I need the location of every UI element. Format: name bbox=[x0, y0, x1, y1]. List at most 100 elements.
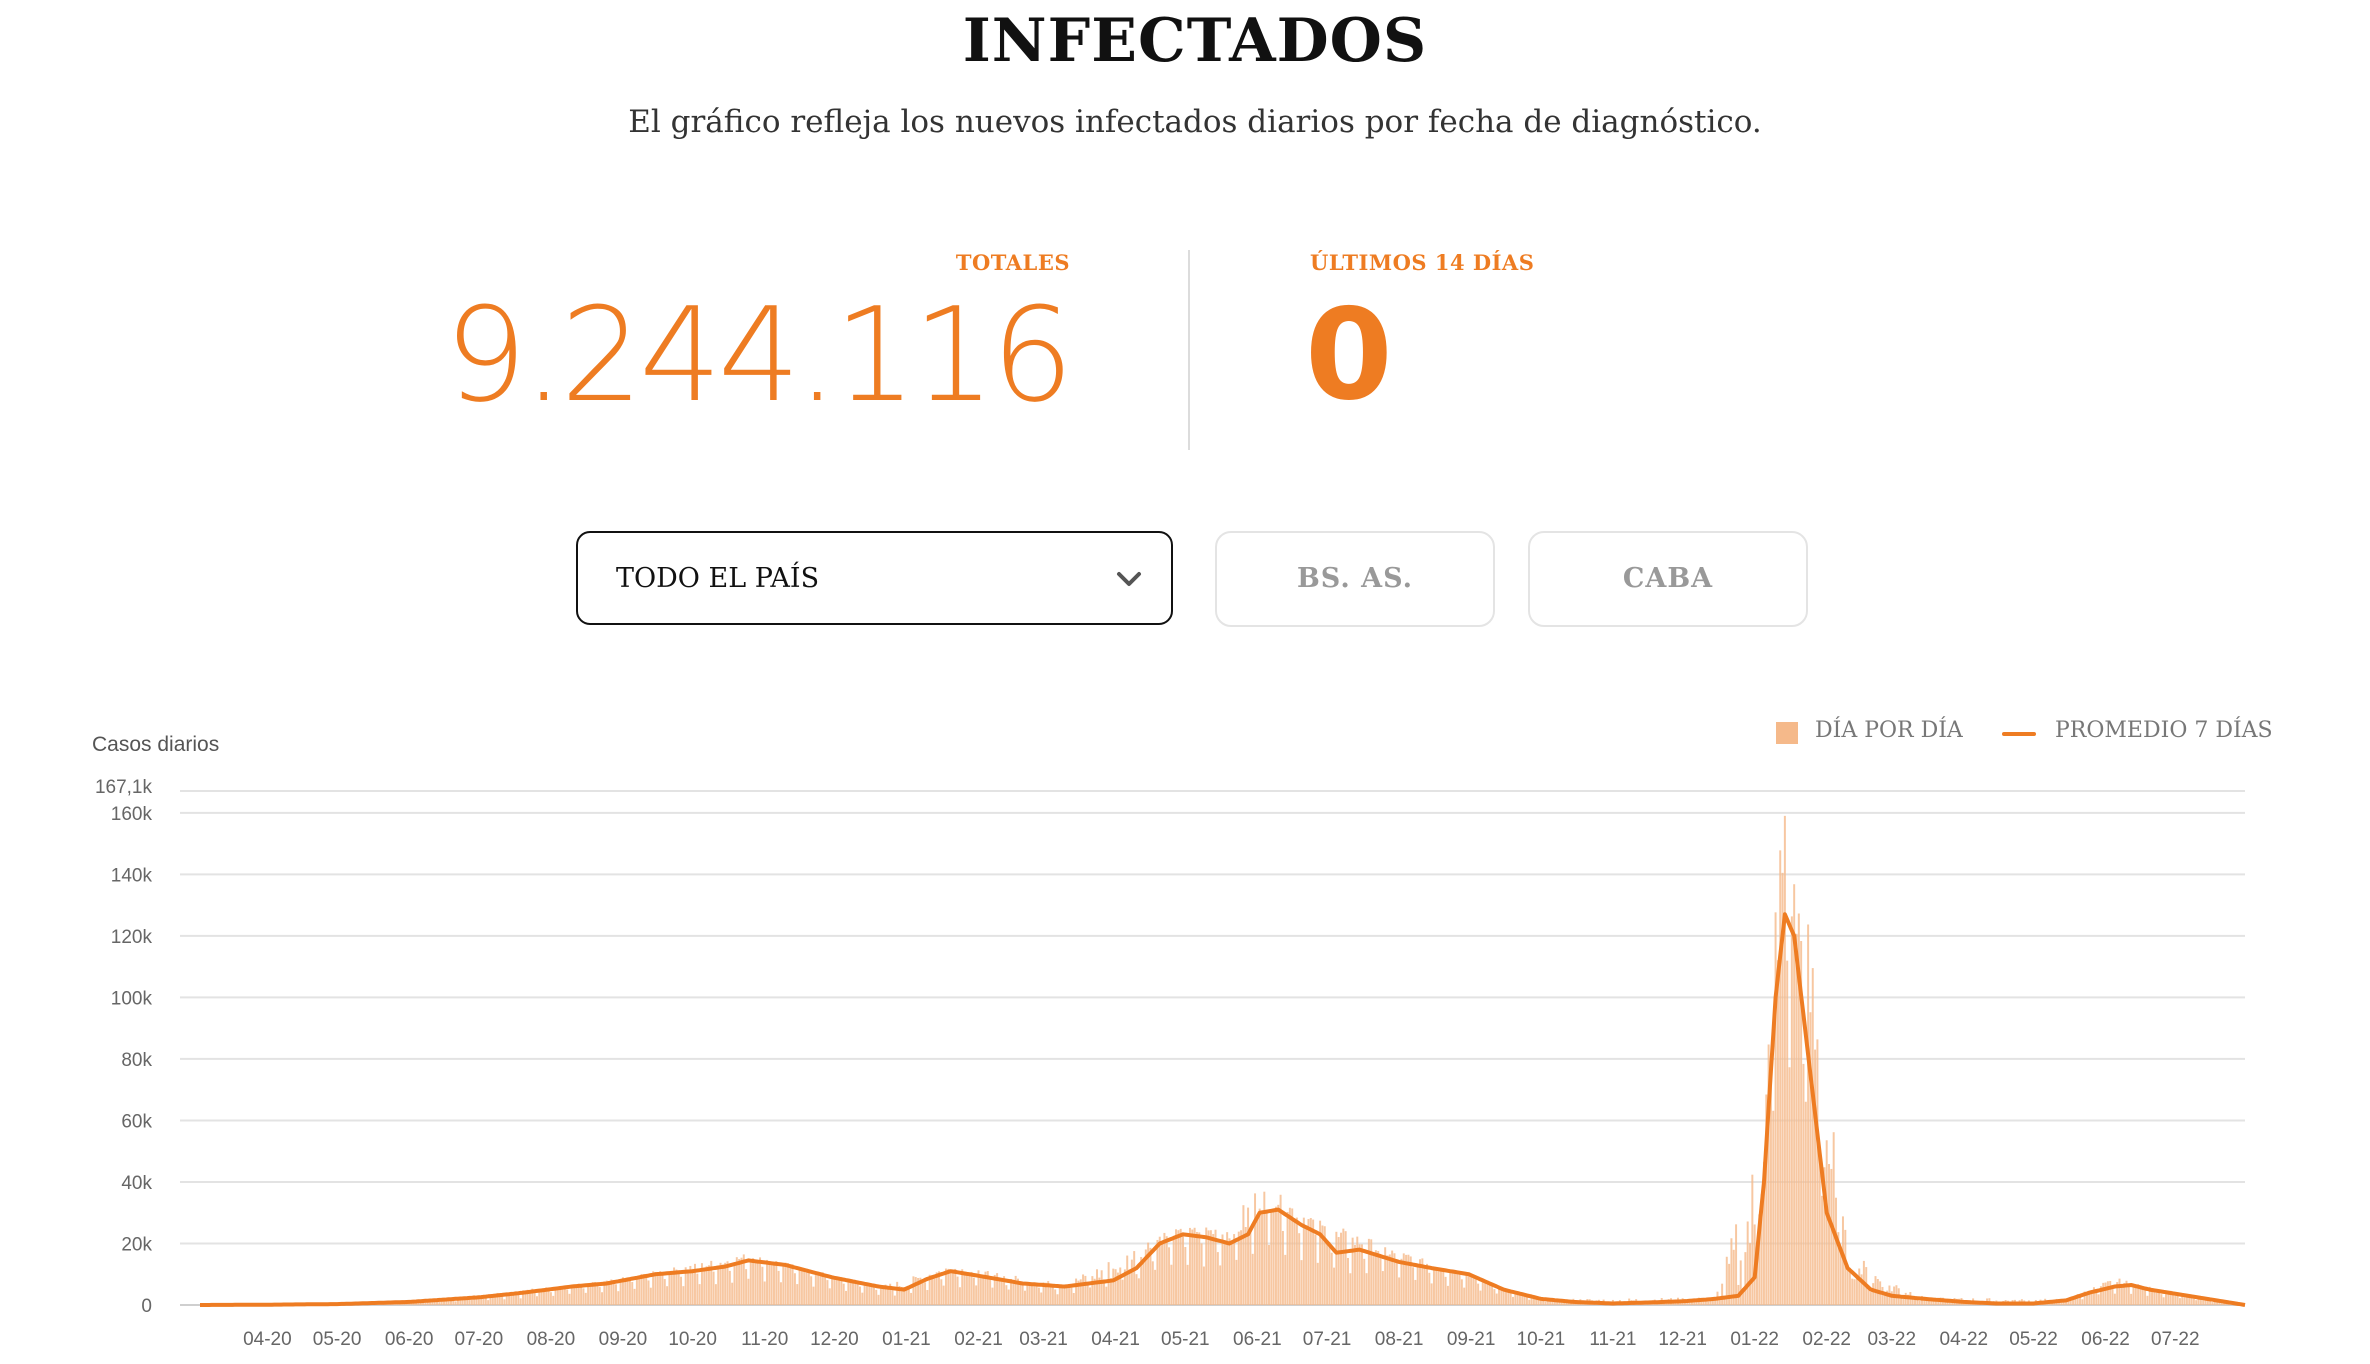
daily-bar bbox=[1432, 1267, 1435, 1305]
daily-bar bbox=[447, 1298, 450, 1305]
average-line bbox=[200, 912, 2246, 1307]
daily-bar bbox=[1907, 1294, 1910, 1305]
caba-button[interactable]: CABA bbox=[1528, 531, 1808, 627]
daily-bar bbox=[1337, 1237, 1340, 1305]
daily-bar bbox=[944, 1268, 947, 1305]
bsas-button[interactable]: BS. AS. bbox=[1215, 531, 1495, 627]
daily-bar bbox=[1811, 968, 1814, 1305]
daily-bar bbox=[852, 1280, 854, 1305]
daily-bar bbox=[773, 1262, 775, 1305]
daily-bar bbox=[1330, 1252, 1333, 1305]
daily-bar bbox=[631, 1281, 634, 1305]
daily-bar bbox=[745, 1269, 748, 1305]
daily-bar bbox=[642, 1274, 645, 1305]
daily-bar bbox=[1130, 1259, 1133, 1305]
daily-bar bbox=[1374, 1250, 1377, 1305]
daily-bar bbox=[1263, 1191, 1266, 1305]
daily-bar bbox=[1495, 1293, 1498, 1305]
daily-bar bbox=[1182, 1232, 1184, 1305]
daily-bar bbox=[594, 1281, 597, 1305]
daily-bar bbox=[463, 1298, 466, 1305]
daily-bar bbox=[1056, 1294, 1059, 1305]
daily-bar bbox=[1295, 1217, 1298, 1305]
daily-bar bbox=[610, 1279, 613, 1305]
daily-bar bbox=[1858, 1268, 1861, 1305]
daily-bar bbox=[707, 1265, 710, 1305]
daily-bar bbox=[1690, 1301, 1693, 1305]
daily-bar bbox=[2125, 1280, 2128, 1305]
daily-bar bbox=[738, 1259, 741, 1305]
daily-bar bbox=[698, 1284, 701, 1305]
daily-bar bbox=[1272, 1210, 1275, 1305]
daily-bar bbox=[1769, 1055, 1772, 1305]
daily-bar bbox=[761, 1266, 764, 1305]
x-tick-label: 02-21 bbox=[954, 1329, 1003, 1350]
daily-bar bbox=[647, 1280, 650, 1305]
daily-bar bbox=[749, 1259, 752, 1305]
daily-bar bbox=[1010, 1278, 1013, 1305]
daily-bar bbox=[877, 1294, 880, 1305]
daily-bar bbox=[1391, 1250, 1394, 1305]
daily-bar bbox=[1502, 1288, 1505, 1305]
daily-bar bbox=[1107, 1262, 1110, 1305]
y-tick-label: 40k bbox=[121, 1173, 152, 1194]
daily-bar bbox=[1511, 1296, 1514, 1305]
daily-bar bbox=[1381, 1271, 1384, 1305]
daily-bar bbox=[1500, 1287, 1503, 1305]
daily-bar bbox=[1321, 1225, 1324, 1305]
daily-bar bbox=[2158, 1289, 2161, 1305]
legend-line-label: PROMEDIO 7 DÍAS bbox=[2055, 718, 2273, 743]
daily-bar bbox=[1762, 1161, 1765, 1305]
daily-bar bbox=[1479, 1290, 1482, 1305]
daily-bar bbox=[1021, 1284, 1024, 1305]
daily-bar bbox=[1560, 1302, 1563, 1305]
daily-bar bbox=[965, 1273, 968, 1305]
daily-bar bbox=[798, 1268, 801, 1305]
daily-bar bbox=[440, 1299, 443, 1305]
daily-bar bbox=[2079, 1296, 2081, 1305]
daily-bar bbox=[2137, 1284, 2140, 1305]
daily-bar bbox=[668, 1271, 671, 1305]
daily-bar bbox=[1279, 1194, 1282, 1305]
daily-bar bbox=[977, 1270, 980, 1305]
daily-bar bbox=[1491, 1283, 1494, 1305]
daily-bar bbox=[900, 1286, 903, 1305]
daily-bar bbox=[1242, 1205, 1245, 1305]
daily-bar bbox=[1393, 1253, 1396, 1305]
daily-bar bbox=[975, 1285, 978, 1305]
daily-bar bbox=[984, 1271, 987, 1305]
x-tick-label: 10-21 bbox=[1517, 1329, 1566, 1350]
daily-bar bbox=[545, 1287, 548, 1305]
daily-bar bbox=[828, 1288, 831, 1305]
daily-bar bbox=[747, 1278, 750, 1305]
daily-bar bbox=[1916, 1298, 1919, 1305]
x-tick-label: 11-21 bbox=[1589, 1329, 1636, 1350]
daily-bar bbox=[831, 1276, 834, 1305]
daily-bar bbox=[1477, 1283, 1480, 1305]
daily-bar bbox=[1033, 1282, 1036, 1305]
daily-bar bbox=[1918, 1300, 1921, 1305]
daily-bar bbox=[1314, 1234, 1317, 1305]
daily-bar bbox=[1516, 1291, 1519, 1305]
daily-bar bbox=[1302, 1217, 1305, 1305]
daily-bar bbox=[1463, 1287, 1466, 1305]
daily-bar bbox=[1342, 1228, 1345, 1305]
y-tick-label: 20k bbox=[121, 1234, 152, 1255]
daily-bar bbox=[475, 1297, 478, 1305]
daily-bar bbox=[940, 1279, 943, 1305]
daily-bar bbox=[1158, 1236, 1161, 1305]
daily-bar bbox=[1758, 1214, 1761, 1305]
x-tick-label: 07-20 bbox=[455, 1329, 504, 1350]
daily-bar bbox=[838, 1276, 841, 1305]
daily-bar bbox=[1228, 1238, 1231, 1305]
daily-bar bbox=[1267, 1244, 1270, 1305]
daily-bar bbox=[1416, 1265, 1419, 1305]
daily-bar bbox=[1881, 1286, 1884, 1305]
region-select[interactable]: TODO EL PAÍS bbox=[576, 531, 1173, 625]
daily-bar bbox=[2120, 1285, 2123, 1305]
daily-bar bbox=[1816, 1039, 1819, 1305]
daily-bar bbox=[1205, 1227, 1208, 1305]
daily-bar bbox=[1835, 1197, 1837, 1305]
daily-bar bbox=[2141, 1287, 2144, 1305]
daily-bar bbox=[1298, 1233, 1301, 1305]
